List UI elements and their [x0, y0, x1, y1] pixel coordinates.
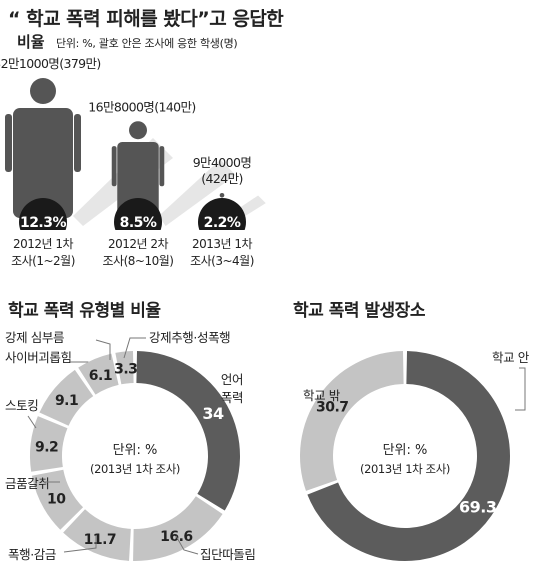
rate-value-label: 8.5%	[120, 215, 157, 231]
respondent-count-label: 9만4000명	[193, 155, 252, 170]
rate-value-label: 2.2%	[204, 215, 241, 231]
donut-slice	[133, 496, 223, 561]
slice-category-label: 학교 안	[492, 350, 530, 365]
leader-line	[175, 535, 199, 555]
donut-slice	[78, 353, 119, 395]
donut-note-label: (2013년 1차 조사)	[360, 462, 450, 476]
leader-line	[515, 367, 526, 411]
slice-value-label: 10	[47, 491, 66, 507]
donut-unit-label: 단위: %	[113, 443, 158, 458]
violence-place-donut: 69.3 학교 안 30.7학교 밖단위: % (2013년 1차 조사)	[300, 350, 530, 561]
slice-category-label: 스토킹	[5, 398, 38, 413]
slice-value-label: 9.2	[35, 439, 58, 455]
donut-slice	[300, 351, 404, 491]
respondent-count-label: 16만8000명(140만)	[88, 99, 195, 114]
slice-value-label: 34	[202, 404, 224, 423]
leader-line	[27, 415, 37, 429]
donut-slice	[115, 351, 134, 385]
slice-category-label: 학교 밖	[303, 388, 341, 403]
slice-value-label: 3.3	[114, 361, 137, 377]
survey-period-label: 2012년 1차	[13, 237, 74, 251]
rate-value-label: 12.3%	[20, 215, 67, 231]
donut-slice	[39, 369, 94, 426]
leader-line	[95, 339, 111, 360]
donut-slice	[63, 509, 131, 561]
donut-slice	[136, 351, 240, 511]
slice-value-label: 30.7	[316, 400, 349, 416]
slice-category-label: 금품갈취	[5, 476, 49, 491]
donut-note-label: (2013년 1차 조사)	[90, 462, 180, 476]
slice-value-label: 69.3	[459, 497, 496, 516]
respondent-count-label: (424만)	[201, 171, 243, 186]
slice-value-label: 6.1	[89, 368, 112, 384]
figure-shadow	[158, 159, 236, 226]
donut-unit-label: 단위: %	[383, 443, 428, 458]
slice-category-label: 강제추행·성폭행	[149, 330, 230, 345]
donut-slice	[307, 351, 510, 561]
donut-slice	[29, 416, 68, 472]
survey-period-label: 2012년 2차	[108, 237, 169, 251]
chart-title: “ 학교 폭력 피해를 봤다”고 응답한	[8, 8, 284, 30]
leader-line	[63, 536, 97, 553]
survey-period-label: 2013년 1차	[192, 237, 253, 251]
violence-place-title: 학교 폭력 발생장소	[293, 301, 425, 321]
slice-value-label: 9.1	[55, 393, 78, 409]
survey-period-label: 조사(1~2월)	[11, 254, 75, 268]
slice-category-label: 강제 심부름	[5, 330, 64, 345]
respondent-count-label: 32만1000명(379만)	[0, 56, 101, 71]
slice-category-label: 폭행·감금	[8, 547, 56, 562]
slice-category-label: 폭력	[221, 390, 243, 405]
slice-category-label: 집단따돌림	[200, 547, 256, 562]
slice-category-label: 언어	[221, 372, 243, 387]
donut-slice	[31, 469, 84, 530]
survey-period-label: 조사(8~10월)	[103, 254, 174, 268]
leader-line	[123, 337, 146, 359]
person-figure-mark	[5, 78, 81, 218]
chart-subtitle: 비율	[17, 33, 45, 51]
slice-value-label: 11.7	[84, 532, 117, 548]
violence-type-title: 학교 폭력 유형별 비율	[8, 301, 161, 321]
survey-period-label: 조사(3~4월)	[190, 254, 254, 268]
slice-category-label: 사이버괴롭힘	[5, 350, 72, 365]
person-figure-mark	[111, 121, 165, 218]
unit-note: 단위: %, 괄호 안은 조사에 응한 학생(명)	[56, 37, 238, 50]
